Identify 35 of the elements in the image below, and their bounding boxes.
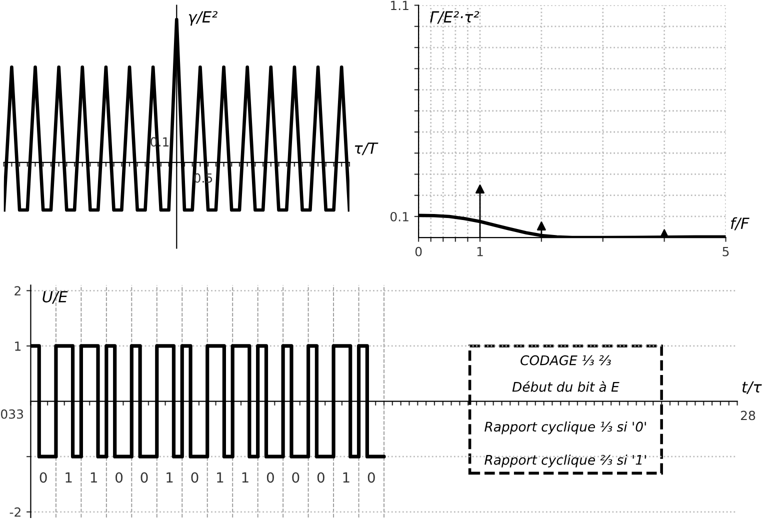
- annotation: 0: [40, 472, 47, 483]
- x-axis-title: f/F: [730, 217, 750, 230]
- y-axis-title: U/E: [42, 291, 68, 304]
- y-tick-label: 1: [15, 342, 21, 351]
- annotation: 1: [217, 472, 224, 483]
- annotation: 0: [191, 472, 198, 483]
- annotation: Rapport cyclique ⅔ si '1': [484, 454, 646, 468]
- point: [476, 184, 484, 194]
- x-tick-label: 5: [722, 247, 729, 256]
- x-tick-label: 0: [415, 246, 422, 256]
- x-axis-title: τ/T: [354, 142, 378, 156]
- annotation: 0: [317, 472, 324, 483]
- annotation: Rapport cyclique ⅓ si '0': [484, 421, 646, 434]
- annotation: 0: [368, 472, 375, 483]
- annotation: 0: [116, 472, 123, 483]
- annotation: 1: [90, 472, 97, 483]
- annotation: 1: [166, 472, 173, 483]
- y-axis-title: γ/E²: [188, 11, 218, 26]
- annotation: 1: [66, 472, 72, 483]
- annotation: 1: [343, 472, 350, 483]
- point: [536, 221, 546, 230]
- annotation: 0: [292, 472, 300, 483]
- y-tick-label: 2: [14, 286, 20, 296]
- text: 033: [0, 409, 24, 419]
- text: 28: [740, 410, 756, 420]
- annotation: 1: [242, 472, 248, 483]
- y-axis-title: Γ/E²·τ²: [430, 11, 480, 24]
- x-tick-label: 1: [477, 247, 483, 256]
- y-tick-label: -2: [10, 507, 20, 517]
- annotation: Début du bit à E: [512, 381, 620, 392]
- y-tick-label: 1.1: [391, 0, 408, 10]
- annotation: 0: [140, 472, 148, 483]
- annotation: 0: [266, 472, 274, 483]
- x-axis-title: t/τ: [742, 381, 762, 394]
- annotation: CODAGE ⅓ ⅔: [520, 355, 611, 366]
